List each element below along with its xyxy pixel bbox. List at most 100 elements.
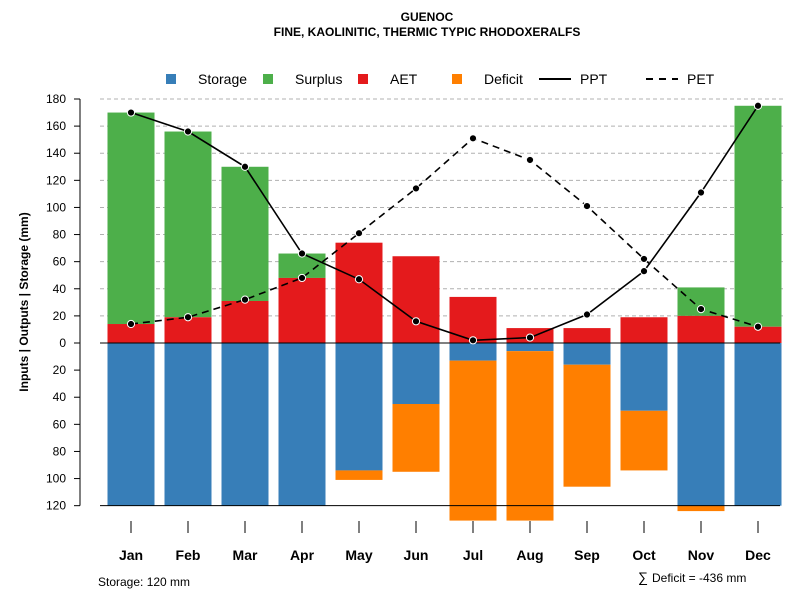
storage-bar: [563, 343, 611, 365]
deficit-bar: [335, 470, 383, 480]
storage-bar: [278, 343, 326, 506]
y-tick-label: 40: [53, 390, 67, 404]
y-tick-label: 120: [46, 173, 66, 187]
ppt-point: [696, 188, 706, 197]
surplus-bar: [107, 112, 155, 325]
aet-bar: [734, 326, 782, 343]
storage-bar: [506, 343, 554, 352]
storage-bar: [620, 343, 668, 411]
y-tick-label: 120: [46, 499, 66, 513]
deficit-bar: [392, 404, 440, 472]
pet-point: [411, 184, 421, 193]
storage-note: Storage: 120 mm: [98, 575, 190, 589]
deficit-bar: [620, 410, 668, 471]
legend-label-deficit: Deficit: [484, 71, 523, 87]
x-tick-label: Oct: [632, 547, 656, 563]
legend-label-ppt: PPT: [580, 71, 608, 87]
legend-label-storage: Storage: [198, 71, 247, 87]
y-tick-label: 160: [46, 119, 66, 133]
series-lines: [126, 101, 763, 345]
aet-bar: [677, 315, 725, 343]
pet-point: [696, 305, 706, 314]
storage-bar: [677, 343, 725, 506]
pet-point: [582, 201, 592, 211]
legend-label-aet: AET: [390, 71, 418, 87]
ppt-point: [582, 310, 592, 319]
surplus-bar: [221, 166, 269, 301]
surplus-bar: [734, 105, 782, 327]
aet-bar: [221, 300, 269, 343]
x-tick-label: Nov: [688, 547, 715, 563]
deficit-bar: [449, 360, 497, 521]
ppt-point: [639, 267, 649, 276]
bars: [100, 105, 782, 521]
y-tick-label: 140: [46, 146, 66, 160]
aet-bar: [335, 242, 383, 343]
x-tick-label: Feb: [176, 547, 201, 563]
storage-bar: [335, 343, 383, 471]
x-tick-label: Dec: [745, 547, 771, 563]
y-tick-label: 180: [46, 92, 66, 106]
legend-label-pet: PET: [687, 71, 715, 87]
deficit-note: Deficit = -436 mm: [652, 571, 746, 585]
storage-bar: [449, 343, 497, 361]
y-axis-label: Inputs | Outputs | Storage (mm): [17, 212, 31, 391]
storage-bar: [734, 343, 782, 506]
pet-point: [753, 322, 763, 331]
y-tick-label: 60: [53, 417, 67, 431]
aet-bar: [392, 256, 440, 343]
aet-bar: [563, 328, 611, 343]
x-tick-label: Mar: [233, 547, 258, 563]
deficit-bar: [677, 505, 725, 512]
chart-subtitle: FINE, KAOLINITIC, THERMIC TYPIC RHODOXER…: [274, 25, 581, 39]
legend-swatch-surplus: [263, 74, 273, 84]
pet-point: [126, 319, 136, 329]
x-tick-label: Aug: [516, 547, 543, 563]
y-tick-label: 60: [53, 255, 67, 269]
y-tick-label: 100: [46, 472, 66, 486]
y-tick-label: 80: [53, 228, 67, 242]
legend-label-surplus: Surplus: [295, 71, 342, 87]
aet-bar: [278, 277, 326, 343]
ppt-point: [468, 336, 478, 345]
aet-bar: [107, 324, 155, 343]
ppt-line: [130, 105, 759, 342]
axes: 180 160 140 120 100 80 60 40 20 0 20 40 60 80 100 120 Ja…: [46, 92, 771, 563]
storage-bar: [221, 343, 269, 506]
x-tick-label: Jan: [119, 547, 143, 563]
ppt-point: [297, 249, 307, 258]
y-tick-label: 20: [53, 309, 67, 323]
pet-line: [130, 137, 759, 328]
pet-point: [240, 295, 250, 304]
legend-swatch-deficit: [452, 74, 462, 84]
x-tick-label: May: [345, 547, 372, 563]
surplus-bar: [164, 131, 212, 318]
x-tick-label: Sep: [574, 547, 600, 563]
x-tick-label: Jul: [463, 547, 483, 563]
y-tick-label: 20: [53, 363, 67, 377]
legend: Storage Surplus AET Deficit PPT PET: [166, 71, 715, 87]
aet-bar: [449, 296, 497, 343]
storage-bar: [107, 343, 155, 506]
aet-bar: [620, 317, 668, 343]
x-tick-label: Apr: [290, 547, 315, 563]
pet-point: [639, 254, 649, 264]
deficit-bar: [563, 364, 611, 487]
ppt-point: [354, 275, 364, 284]
x-tick-label: Jun: [404, 547, 429, 563]
storage-bar: [392, 343, 440, 405]
pet-point: [468, 134, 478, 143]
legend-swatch-storage: [166, 74, 176, 84]
pet-point: [297, 273, 307, 283]
y-tick-label: 80: [53, 444, 67, 458]
ppt-point: [240, 162, 250, 171]
pet-point: [354, 229, 364, 238]
ppt-point: [183, 127, 193, 136]
chart-title: GUENOC: [401, 10, 454, 24]
ppt-point: [525, 333, 535, 342]
legend-swatch-aet: [358, 74, 368, 84]
deficit-bar: [506, 351, 554, 521]
ppt-point: [753, 101, 763, 110]
sum-symbol: ∑: [638, 569, 648, 585]
